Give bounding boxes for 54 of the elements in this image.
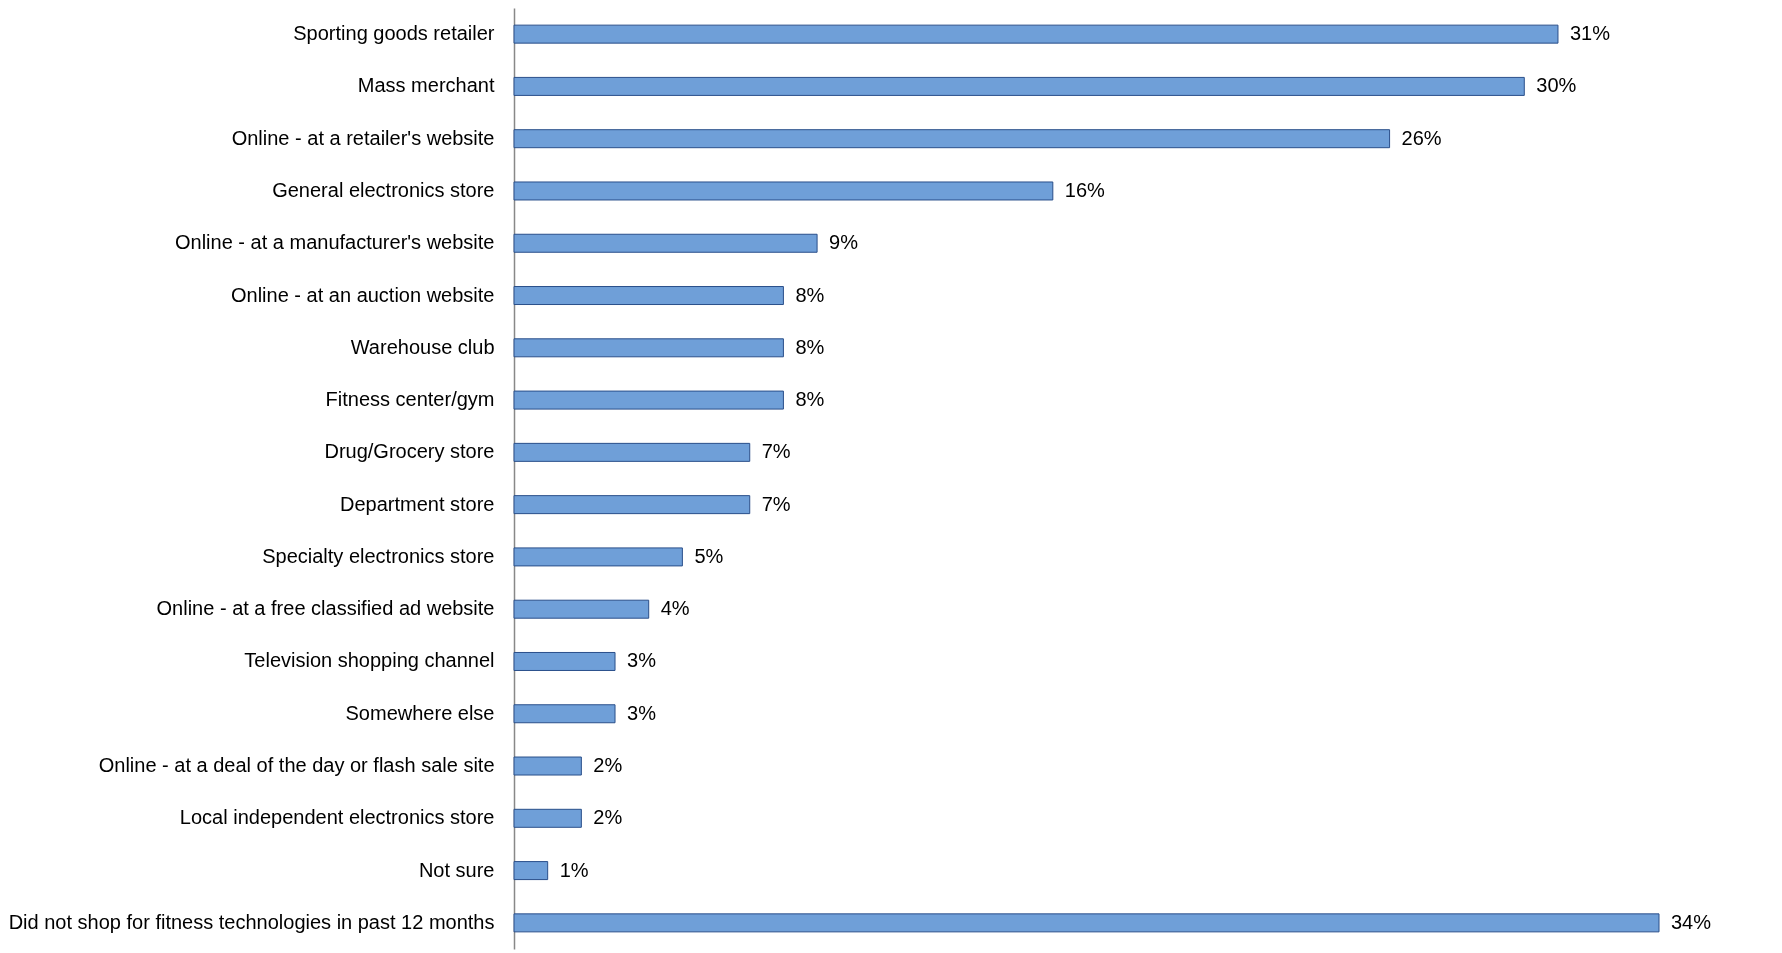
bar xyxy=(513,338,784,358)
data-label: 8% xyxy=(795,335,825,358)
bar xyxy=(513,756,582,776)
y-tick-label: Specialty electronics store xyxy=(262,544,495,567)
y-tick-label: Sporting goods retailer xyxy=(293,22,495,45)
bar xyxy=(513,24,1559,44)
bar xyxy=(513,181,1054,201)
y-tick-label: Local independent electronics store xyxy=(179,806,495,829)
y-tick-label: Television shopping channel xyxy=(244,649,495,672)
data-label: 30% xyxy=(1536,74,1577,97)
data-label: 3% xyxy=(627,649,657,672)
y-tick-label: Online - at a manufacturer's website xyxy=(174,231,495,254)
bar xyxy=(513,390,784,410)
y-tick-label: Fitness center/gym xyxy=(325,388,495,411)
y-tick-label: General electronics store xyxy=(272,178,495,201)
data-label: 26% xyxy=(1401,126,1442,149)
y-tick-label: Online - at a free classified ad website xyxy=(156,597,495,620)
data-label: 9% xyxy=(829,231,859,254)
data-label: 4% xyxy=(660,597,690,620)
data-label: 7% xyxy=(761,492,791,515)
bar xyxy=(513,651,616,671)
bar xyxy=(513,495,751,515)
data-label: 31% xyxy=(1569,22,1611,45)
bar xyxy=(513,233,818,253)
y-tick-label: Warehouse club xyxy=(350,335,495,358)
data-label: 1% xyxy=(559,858,589,881)
y-tick-label: Did not shop for fitness technologies in past 12 months xyxy=(8,910,495,933)
bar xyxy=(513,442,751,462)
data-label: 16% xyxy=(1064,178,1106,201)
data-label: 5% xyxy=(694,544,724,567)
bar xyxy=(513,547,683,567)
bar xyxy=(513,861,549,881)
bar xyxy=(513,76,1525,96)
data-label: 7% xyxy=(761,440,791,463)
y-tick-label: Department store xyxy=(339,492,495,515)
bar xyxy=(513,599,650,619)
data-label: 3% xyxy=(627,701,657,724)
y-tick-label: Online - at an auction website xyxy=(231,283,495,306)
data-label: 8% xyxy=(795,388,825,411)
data-label: 2% xyxy=(593,754,623,777)
bar xyxy=(513,129,1391,149)
y-tick-label: Mass merchant xyxy=(357,74,495,97)
y-tick-label: Not sure xyxy=(418,858,495,881)
data-label: 34% xyxy=(1671,910,1712,933)
y-tick-label: Drug/Grocery store xyxy=(324,440,495,463)
data-label: 8% xyxy=(795,283,825,306)
bar xyxy=(513,286,784,306)
bar xyxy=(513,913,1660,933)
bar xyxy=(513,808,582,828)
data-label: 2% xyxy=(593,806,623,829)
y-tick-label: Somewhere else xyxy=(345,701,495,724)
y-tick-label: Online - at a retailer's website xyxy=(231,126,495,149)
bar xyxy=(513,704,616,724)
y-tick-label: Online - at a deal of the day or flash sale site xyxy=(98,754,495,777)
